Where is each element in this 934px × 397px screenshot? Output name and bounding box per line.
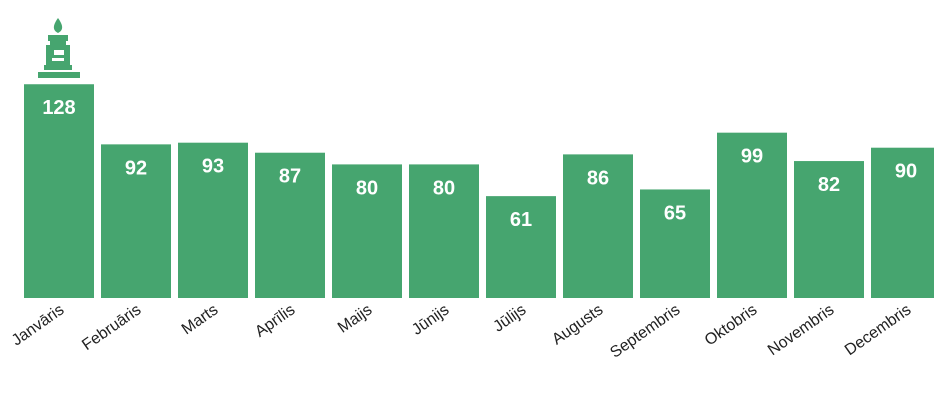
bar-value-label-11: 90 — [895, 161, 917, 183]
bar-value-label-9: 99 — [741, 146, 763, 168]
bar-7 — [563, 154, 633, 298]
bar-value-label-1: 92 — [125, 157, 147, 179]
bar-value-label-7: 86 — [587, 167, 609, 189]
x-tick-label-10: Novembris — [765, 301, 837, 359]
x-tick-label-11: Decembris — [842, 301, 914, 359]
bar-9 — [717, 132, 787, 298]
x-tick-label-6: Jūlijs — [490, 301, 529, 335]
bar-10 — [794, 161, 864, 298]
x-tick-label-2: Marts — [179, 301, 222, 338]
x-tick-label-1: Februāris — [79, 301, 144, 354]
bar-0 — [24, 84, 94, 299]
x-tick-label-5: Jūnijs — [409, 301, 452, 338]
x-tick-label-4: Maijs — [335, 301, 375, 336]
x-tick-label-7: Augusts — [549, 301, 606, 348]
x-tick-label-9: Oktobris — [702, 301, 761, 349]
bar-value-label-3: 87 — [279, 166, 301, 188]
bar-8 — [640, 189, 710, 298]
bar-value-label-10: 82 — [818, 174, 840, 196]
candle-icon — [38, 18, 80, 78]
bar-2 — [178, 142, 248, 298]
bar-5 — [409, 164, 479, 298]
x-tick-label-3: Aprīlis — [252, 301, 298, 340]
bar-value-label-0: 128 — [42, 97, 75, 119]
bar-6 — [486, 196, 556, 298]
bar-1 — [101, 144, 171, 298]
bar-value-label-4: 80 — [356, 177, 378, 199]
x-tick-label-8: Septembris — [607, 301, 683, 361]
bar-11 — [871, 147, 934, 298]
bar-4 — [332, 164, 402, 298]
bar-3 — [255, 152, 325, 298]
bar-value-label-6: 61 — [510, 209, 532, 231]
x-tick-label-0: Janvāris — [9, 301, 68, 349]
bar-value-label-8: 65 — [664, 202, 686, 224]
bar-value-label-5: 80 — [433, 177, 455, 199]
bar-value-label-2: 93 — [202, 156, 224, 178]
